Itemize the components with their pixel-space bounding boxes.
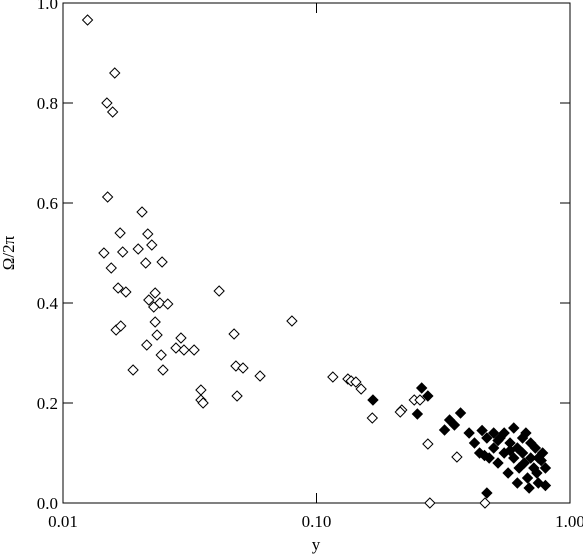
data-point — [479, 497, 491, 509]
data-point — [481, 487, 493, 499]
data-point — [231, 390, 243, 402]
data-point — [116, 246, 129, 258]
data-point — [487, 427, 500, 439]
data-point — [149, 287, 161, 299]
y-tick-label: 0.8 — [37, 94, 58, 113]
data-point — [127, 364, 139, 376]
y-tick-label: 1.0 — [37, 0, 58, 13]
data-point — [155, 349, 167, 361]
data-point — [422, 390, 434, 402]
data-point — [136, 206, 148, 218]
data-point — [114, 227, 126, 239]
data-point — [101, 97, 113, 109]
data-point — [523, 482, 535, 494]
data-point — [508, 452, 520, 464]
data-point — [481, 432, 493, 444]
data-point — [448, 419, 461, 431]
data-point — [525, 452, 537, 464]
data-point — [498, 427, 510, 439]
x-tick-label: 0.01 — [48, 512, 78, 531]
data-point — [112, 282, 124, 294]
data-point — [424, 497, 436, 509]
data-point — [143, 294, 155, 306]
data-point — [157, 364, 169, 376]
data-point — [539, 479, 552, 492]
data-point — [502, 467, 514, 479]
data-point — [394, 406, 406, 418]
data-point — [213, 285, 225, 297]
data-point — [237, 362, 249, 374]
data-point — [101, 191, 114, 203]
data-point — [520, 427, 532, 439]
data-point — [178, 344, 190, 356]
data-point — [286, 315, 298, 327]
y-tick-label: 0.0 — [37, 494, 58, 513]
data-point — [487, 442, 500, 454]
data-point — [492, 457, 504, 469]
data-point — [478, 449, 491, 462]
data-point — [454, 407, 467, 419]
data-point — [98, 247, 110, 259]
y-tick-label: 0.6 — [37, 194, 58, 213]
data-point — [511, 477, 524, 489]
data-point — [414, 394, 426, 406]
y-tick-label: 0.2 — [37, 394, 58, 413]
data-point — [151, 329, 163, 341]
data-point — [508, 422, 520, 434]
x-axis-label: y — [312, 535, 321, 554]
data-point — [355, 383, 367, 395]
data-point — [518, 457, 530, 469]
data-point — [438, 424, 451, 436]
data-point — [109, 67, 121, 79]
x-tick-label: 0.10 — [302, 512, 332, 531]
data-point — [327, 371, 339, 383]
data-point — [156, 256, 168, 268]
data-point — [146, 239, 158, 251]
data-point — [468, 437, 481, 449]
data-point — [422, 438, 434, 450]
data-point — [367, 394, 379, 406]
data-point — [516, 447, 529, 459]
data-point — [254, 370, 266, 382]
x-tick-label: 1.00 — [555, 512, 583, 531]
data-point — [350, 376, 362, 388]
data-point — [149, 316, 161, 328]
data-point — [120, 286, 132, 298]
data-point — [366, 412, 379, 424]
data-point — [451, 451, 463, 463]
data-point — [195, 384, 207, 396]
data-point — [81, 14, 94, 26]
data-point — [170, 342, 182, 354]
data-point — [105, 262, 117, 274]
data-point — [106, 106, 119, 118]
data-point — [492, 434, 504, 447]
data-point — [115, 320, 127, 332]
data-point — [415, 382, 428, 394]
data-point — [228, 328, 240, 340]
data-point — [531, 467, 543, 479]
data-point — [141, 339, 153, 351]
data-point — [529, 442, 542, 454]
data-point — [476, 424, 488, 437]
data-point — [463, 427, 475, 439]
data-point — [140, 257, 152, 269]
data-point — [188, 344, 200, 356]
y-axis-label: Ω/2π — [0, 235, 18, 270]
data-point — [142, 228, 154, 240]
y-tick-label: 0.4 — [37, 294, 59, 313]
data-point — [504, 444, 516, 457]
data-point — [535, 454, 547, 467]
data-point — [148, 301, 160, 313]
data-point — [539, 462, 552, 474]
data-point — [197, 397, 209, 409]
data-point — [175, 332, 187, 344]
data-point — [162, 298, 174, 310]
data-point — [132, 243, 144, 255]
data-point — [521, 472, 534, 484]
data-point — [411, 408, 424, 420]
